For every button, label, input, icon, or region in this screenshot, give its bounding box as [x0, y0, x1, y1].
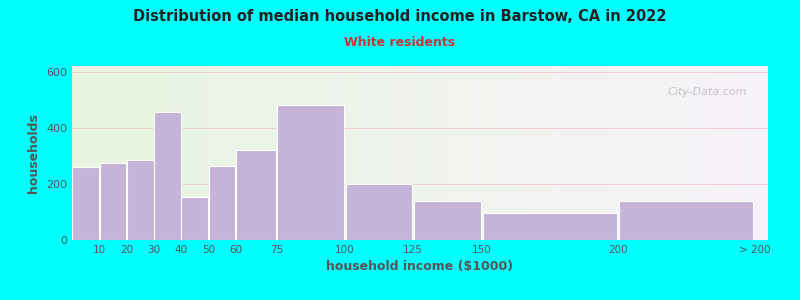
Bar [72, 167, 99, 240]
Bar [209, 166, 235, 240]
Bar [414, 201, 481, 240]
Bar [482, 213, 617, 240]
Bar [127, 160, 154, 240]
X-axis label: household income ($1000): household income ($1000) [326, 260, 514, 273]
Bar [99, 163, 126, 240]
Bar [154, 112, 181, 240]
Bar [182, 196, 208, 240]
Bar [278, 105, 344, 240]
Bar [619, 201, 753, 240]
Text: Distribution of median household income in Barstow, CA in 2022: Distribution of median household income … [134, 9, 666, 24]
Text: City-Data.com: City-Data.com [668, 87, 747, 97]
Bar [236, 150, 276, 240]
Y-axis label: households: households [27, 113, 41, 193]
Bar [346, 184, 413, 240]
Text: White residents: White residents [345, 36, 455, 49]
